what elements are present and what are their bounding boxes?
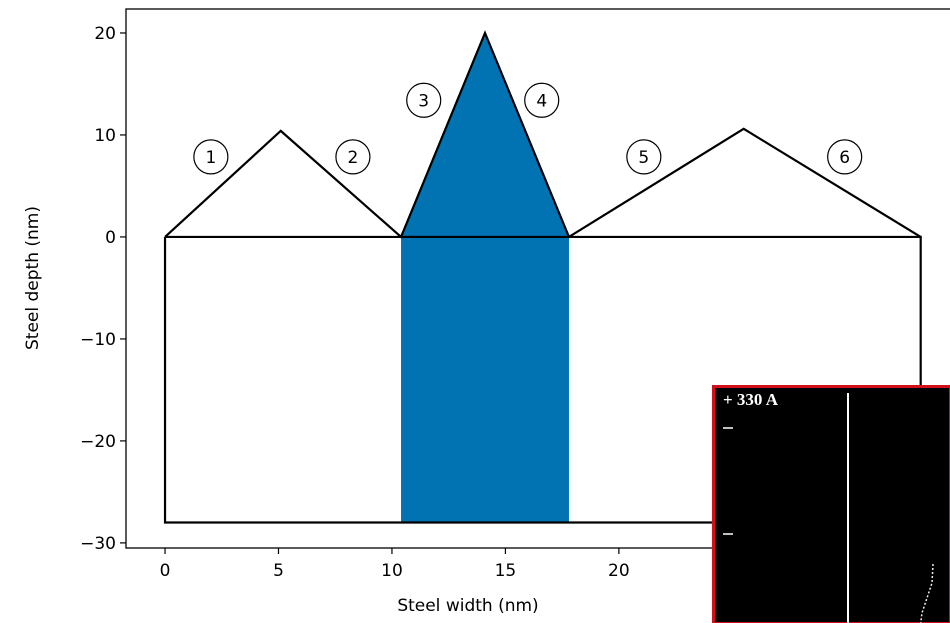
annotation: 3 — [418, 91, 429, 111]
inset-graphics — [715, 388, 950, 623]
inset-image: + 330 A — [712, 385, 950, 623]
x-tick-label: 5 — [273, 561, 284, 581]
x-tick-label: 20 — [608, 561, 630, 581]
x-tick-label: 15 — [495, 561, 517, 581]
y-axis-label: Steel depth (nm) — [23, 206, 43, 350]
x-axis-label: Steel width (nm) — [397, 596, 538, 616]
y-tick-label: −20 — [80, 432, 116, 452]
annotation: 1 — [205, 148, 216, 168]
annotation: 2 — [348, 148, 359, 168]
annotation: 4 — [536, 91, 547, 111]
y-tick-label: 10 — [94, 126, 116, 146]
y-tick-label: 0 — [105, 228, 116, 248]
annotation: 5 — [638, 148, 649, 168]
annotation: 6 — [839, 148, 850, 168]
x-tick-label: 0 — [160, 561, 171, 581]
page: Steel width (nm) Steel depth (nm) 1 2 3 4 5 6… — [0, 0, 950, 623]
y-tick-label: −10 — [80, 330, 116, 350]
y-tick-label: −30 — [80, 534, 116, 554]
y-tick-label: 20 — [94, 24, 116, 44]
x-tick-label: 10 — [381, 561, 403, 581]
